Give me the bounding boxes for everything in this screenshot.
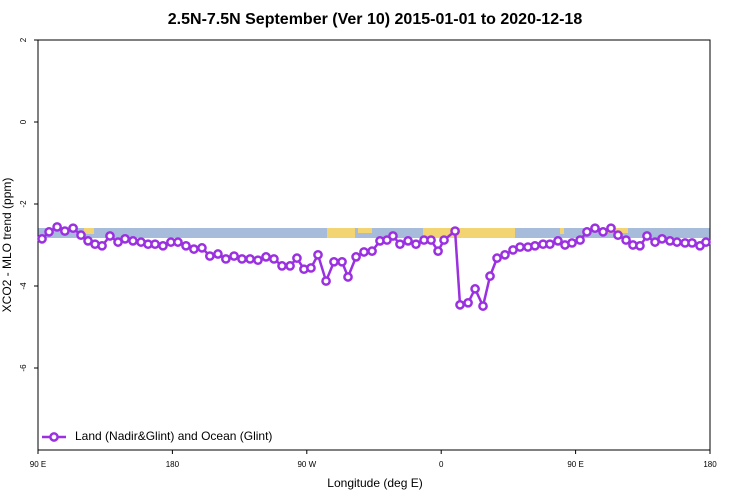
data-point <box>189 244 199 254</box>
data-point <box>635 240 645 251</box>
data-point <box>253 255 263 266</box>
data-point <box>158 240 168 251</box>
data-point <box>485 271 495 282</box>
data-point <box>613 230 623 241</box>
data-point <box>329 256 339 267</box>
data-point <box>515 242 525 252</box>
data-point <box>292 253 302 263</box>
y-axis-title: XCO2 - MLO trend (ppm) <box>0 178 14 313</box>
data-point <box>76 230 86 241</box>
data-point <box>181 240 191 251</box>
data-point <box>44 227 54 237</box>
data-point <box>313 249 323 260</box>
data-point <box>277 261 287 271</box>
x-axis-title: Longitude (deg E) <box>327 476 422 490</box>
data-point <box>642 231 652 241</box>
data-point <box>492 253 502 263</box>
data-point <box>197 243 207 253</box>
x-tick-label: 180 <box>703 460 717 469</box>
data-point <box>351 252 361 262</box>
data-point <box>245 254 255 264</box>
data-point <box>687 238 697 248</box>
data-point <box>269 254 279 264</box>
data-point <box>367 246 377 256</box>
data-point <box>411 239 421 250</box>
data-point <box>606 223 616 234</box>
data-point <box>359 247 369 257</box>
data-point <box>321 276 331 286</box>
land-band <box>84 228 94 234</box>
land-band <box>560 228 564 234</box>
data-point <box>582 227 592 237</box>
data-point <box>621 235 631 245</box>
x-tick-label: 90 E <box>30 460 46 469</box>
data-point <box>657 234 667 244</box>
data-point <box>343 272 353 282</box>
data-point <box>701 237 711 247</box>
data-point <box>97 240 107 251</box>
data-point <box>395 239 405 250</box>
data-point <box>545 239 555 250</box>
x-tick-label: 90 E <box>567 460 583 469</box>
data-point <box>530 240 540 251</box>
data-point <box>455 300 465 310</box>
data-point <box>221 254 231 264</box>
data-point <box>463 297 473 308</box>
data-point <box>470 284 480 294</box>
data-point <box>261 252 271 262</box>
land-band <box>327 228 355 238</box>
data-point <box>598 227 608 237</box>
data-point <box>672 237 682 247</box>
data-point <box>337 256 347 267</box>
data-point <box>426 235 436 245</box>
y-tick-label: -4 <box>19 282 28 290</box>
legend-label: Land (Nadir&Glint) and Ocean (Glint) <box>75 429 272 443</box>
data-point <box>450 226 460 236</box>
data-point <box>205 251 215 261</box>
data-point <box>567 238 577 248</box>
data-point <box>403 236 413 246</box>
data-point <box>285 261 295 271</box>
data-point <box>478 301 488 311</box>
data-point <box>173 237 183 247</box>
y-tick-label: 0 <box>19 119 28 124</box>
y-tick-label: 2 <box>19 37 28 42</box>
x-tick-label: 90 W <box>297 460 316 469</box>
data-point <box>213 249 223 259</box>
data-point <box>553 236 563 246</box>
data-point <box>37 234 47 244</box>
chart-title: 2.5N-7.5N September (Ver 10) 2015-01-01 … <box>168 11 583 28</box>
data-point <box>60 226 70 236</box>
data-point <box>433 246 443 256</box>
data-point <box>439 235 449 245</box>
y-tick-label: -2 <box>19 200 28 208</box>
data-point <box>500 249 510 260</box>
plot-frame <box>37 39 711 451</box>
data-point <box>52 222 62 232</box>
data-point <box>590 223 600 234</box>
y-tick-label: -6 <box>19 364 28 372</box>
legend-marker <box>49 432 59 442</box>
land-band <box>423 228 515 238</box>
data-point <box>306 263 316 273</box>
data-point <box>68 223 78 234</box>
ocean-band <box>38 228 710 238</box>
data-point <box>120 234 130 244</box>
data-point <box>388 231 398 241</box>
data-point <box>237 254 247 264</box>
data-point <box>229 251 239 261</box>
x-tick-label: 180 <box>166 460 180 469</box>
x-tick-label: 0 <box>439 460 444 469</box>
land-band <box>358 228 372 233</box>
data-point <box>128 236 138 246</box>
data-point <box>575 235 585 245</box>
data-point <box>105 231 115 241</box>
data-point <box>150 239 160 250</box>
